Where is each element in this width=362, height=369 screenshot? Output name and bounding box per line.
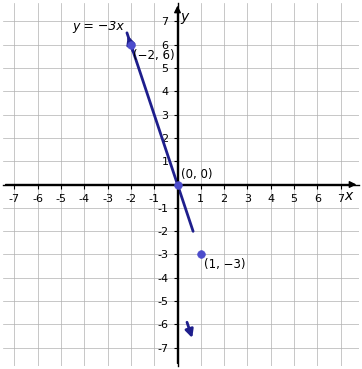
Text: x: x	[344, 189, 352, 203]
Text: (−2, 6): (−2, 6)	[133, 49, 175, 62]
Text: y = −3x: y = −3x	[73, 20, 125, 32]
Text: (1, −3): (1, −3)	[204, 258, 246, 271]
Text: y: y	[180, 10, 189, 24]
Text: (0, 0): (0, 0)	[181, 168, 212, 181]
